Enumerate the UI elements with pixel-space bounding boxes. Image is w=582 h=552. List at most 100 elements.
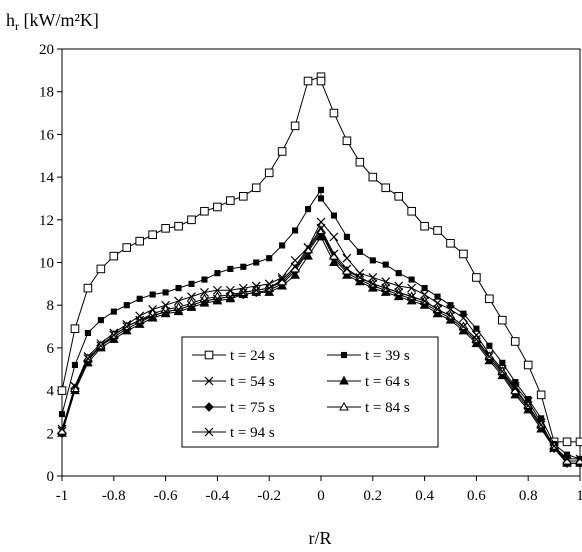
- data-point: [420, 221, 429, 231]
- data-point: [136, 295, 143, 302]
- data-point: [96, 341, 106, 351]
- data-point: [84, 329, 91, 337]
- data-point: [421, 285, 428, 292]
- data-point: [161, 224, 170, 233]
- data-point: [536, 420, 546, 430]
- y-tick-label: 2: [47, 426, 55, 442]
- data-point: [57, 424, 67, 434]
- data-point: [201, 276, 208, 283]
- data-point: [290, 121, 300, 131]
- x-tick-label: -0.4: [206, 488, 230, 504]
- data-point: [369, 257, 376, 264]
- data-point: [510, 337, 520, 346]
- x-tick-label: 0.4: [415, 488, 434, 504]
- legend-item-5: t = 75 s: [192, 400, 275, 416]
- data-point: [355, 273, 365, 282]
- data-point: [498, 315, 507, 325]
- data-point: [434, 293, 441, 300]
- data-point: [174, 221, 183, 231]
- data-point: [575, 454, 582, 464]
- x-tick-label: 0: [317, 488, 325, 504]
- data-point: [279, 242, 286, 249]
- legend-label: t = 24 s: [230, 348, 275, 364]
- y-tick-label: 16: [39, 127, 55, 143]
- data-point: [277, 275, 287, 285]
- legend-label: t = 64 s: [365, 374, 410, 390]
- data-point: [329, 108, 339, 118]
- legend: t = 24 s t = 39 s t = 54 s t = 64 s t = 75 s…: [181, 336, 439, 448]
- data-point: [575, 437, 582, 447]
- legend-label: t = 94 s: [230, 425, 275, 441]
- x-tick-label: -0.8: [102, 488, 126, 504]
- data-point: [342, 264, 352, 274]
- data-point: [459, 313, 468, 323]
- data-point: [486, 342, 493, 349]
- data-point: [460, 310, 467, 317]
- data-point: [471, 334, 481, 344]
- data-point: [420, 290, 430, 299]
- data-point: [549, 441, 559, 451]
- y-tick-label: 0: [47, 469, 55, 485]
- legend-marker: [339, 375, 349, 385]
- data-point: [214, 270, 221, 277]
- data-point: [253, 259, 260, 266]
- y-tick-label: 8: [47, 298, 55, 314]
- data-point: [536, 390, 546, 400]
- x-axis-title: r/R: [308, 528, 331, 548]
- y-tick-label: 20: [39, 42, 54, 58]
- data-point: [510, 384, 520, 393]
- data-point: [394, 281, 404, 291]
- data-point: [459, 249, 468, 259]
- x-tick-label: -1: [56, 488, 69, 504]
- data-point: [316, 223, 326, 233]
- data-point: [148, 311, 158, 321]
- data-point: [238, 287, 248, 297]
- data-point: [342, 136, 352, 146]
- data-point: [290, 263, 300, 273]
- data-point: [523, 360, 533, 370]
- y-axis-title-unit: [kW/m²K]: [19, 10, 99, 30]
- data-point: [382, 261, 389, 268]
- data-point: [368, 279, 378, 289]
- x-tick-label: -0.2: [257, 488, 281, 504]
- data-point: [97, 317, 104, 324]
- data-point: [200, 296, 209, 306]
- legend-item-3: t = 54 s: [192, 374, 275, 390]
- legend-item-1: t = 24 s: [192, 348, 275, 364]
- legend-marker: [204, 376, 214, 386]
- plot-area-frame: [61, 48, 581, 477]
- data-point: [212, 294, 222, 304]
- data-point: [70, 324, 80, 333]
- x-tick-label: -0.6: [154, 488, 178, 504]
- data-point: [110, 308, 117, 315]
- series-2: [58, 186, 582, 462]
- data-point: [485, 294, 494, 304]
- legend-marker: [339, 401, 349, 411]
- data-point: [407, 283, 417, 293]
- series-layer: [57, 72, 582, 468]
- data-point: [83, 354, 93, 363]
- data-point: [96, 264, 106, 274]
- data-point: [109, 330, 119, 340]
- series-7: [57, 223, 582, 464]
- x-tick-label: 1: [576, 488, 582, 504]
- data-point: [381, 277, 391, 287]
- data-point: [381, 183, 391, 193]
- y-tick-label: 14: [39, 170, 55, 186]
- data-point: [562, 454, 572, 464]
- data-point: [174, 305, 183, 314]
- x-tick-label: 0.8: [519, 488, 538, 504]
- data-point: [381, 283, 391, 293]
- data-point: [523, 401, 533, 410]
- data-point: [484, 352, 494, 361]
- legend-item-7: t = 94 s: [192, 425, 275, 441]
- data-point: [71, 361, 79, 369]
- data-point: [394, 287, 404, 297]
- data-point: [472, 273, 481, 282]
- data-point: [433, 298, 442, 308]
- legend-item-6: t = 84 s: [327, 400, 410, 416]
- data-point: [303, 76, 313, 86]
- y-tick-label: 10: [39, 256, 54, 272]
- data-point: [175, 285, 182, 292]
- data-point: [303, 243, 313, 252]
